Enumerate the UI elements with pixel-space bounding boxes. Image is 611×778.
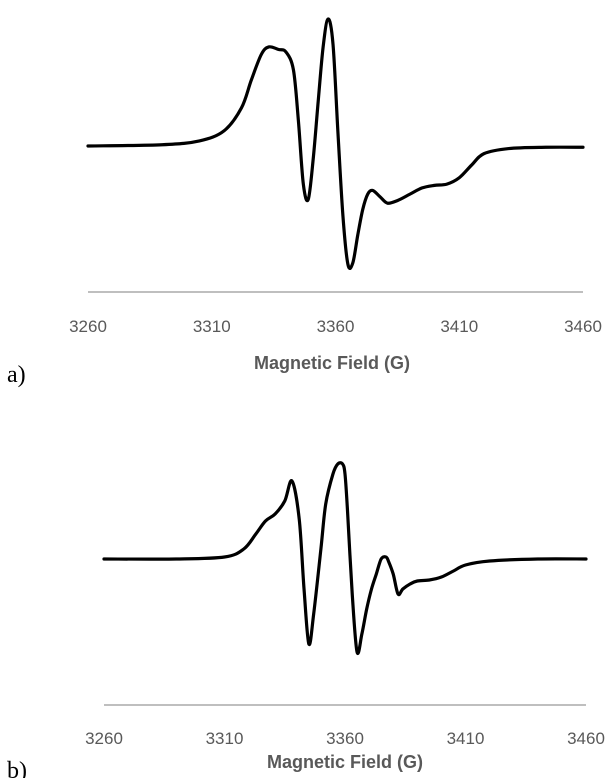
x-tick-label: 3310 [193, 317, 231, 336]
panel-a-chart: 3260 3310 3360 3410 3460 Magnetic Field (G) a) [7, 17, 602, 388]
x-axis-title: Magnetic Field (G) [254, 353, 410, 373]
x-axis-title: Magnetic Field (G) [267, 752, 423, 772]
spectrum-line [86, 17, 585, 271]
panel-label: b) [7, 758, 27, 778]
panel-b-chart: 3260 3310 3360 3410 3460 Magnetic Field (G) b) [7, 461, 605, 778]
x-tick-label: 3260 [85, 729, 123, 748]
x-tick-label: 3310 [206, 729, 244, 748]
x-tick-label: 3460 [567, 729, 605, 748]
x-tick-label: 3460 [564, 317, 602, 336]
x-tick-label: 3410 [440, 317, 478, 336]
panel-label: a) [7, 362, 26, 388]
x-tick-label: 3360 [317, 317, 355, 336]
x-tick-label: 3360 [326, 729, 364, 748]
spectrum-line [102, 461, 588, 656]
x-tick-label: 3410 [447, 729, 485, 748]
x-tick-label: 3260 [69, 317, 107, 336]
